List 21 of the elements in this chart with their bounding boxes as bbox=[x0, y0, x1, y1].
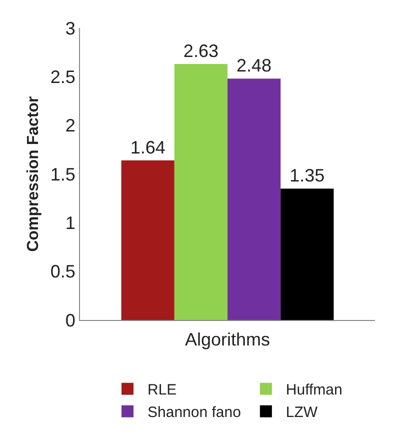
data-label: 1.35 bbox=[290, 166, 325, 186]
y-tick-label: 3 bbox=[65, 18, 76, 38]
legend-label: LZW bbox=[286, 404, 318, 422]
bar bbox=[280, 188, 334, 320]
bar bbox=[174, 64, 228, 320]
data-label: 2.63 bbox=[183, 41, 218, 62]
bar bbox=[228, 78, 281, 320]
x-axis-title: Algorithms bbox=[184, 330, 270, 350]
legend-label: Huffman bbox=[286, 382, 342, 399]
y-tick-label: 2 bbox=[65, 116, 76, 136]
y-tick-label: 0 bbox=[65, 310, 76, 330]
bar bbox=[121, 160, 174, 320]
legend-label: RLE bbox=[148, 382, 177, 399]
y-tick-label: 0.5 bbox=[50, 262, 76, 282]
y-tick-label: 2.5 bbox=[50, 66, 76, 87]
y-tick-label: 1 bbox=[65, 212, 76, 233]
data-label: 1.64 bbox=[130, 137, 166, 158]
y-tick-label: 1.5 bbox=[50, 164, 76, 184]
data-label: 2.48 bbox=[236, 56, 272, 76]
y-axis-title: Compression Factor bbox=[25, 96, 42, 252]
legend-label: Shannon fano bbox=[148, 404, 241, 422]
